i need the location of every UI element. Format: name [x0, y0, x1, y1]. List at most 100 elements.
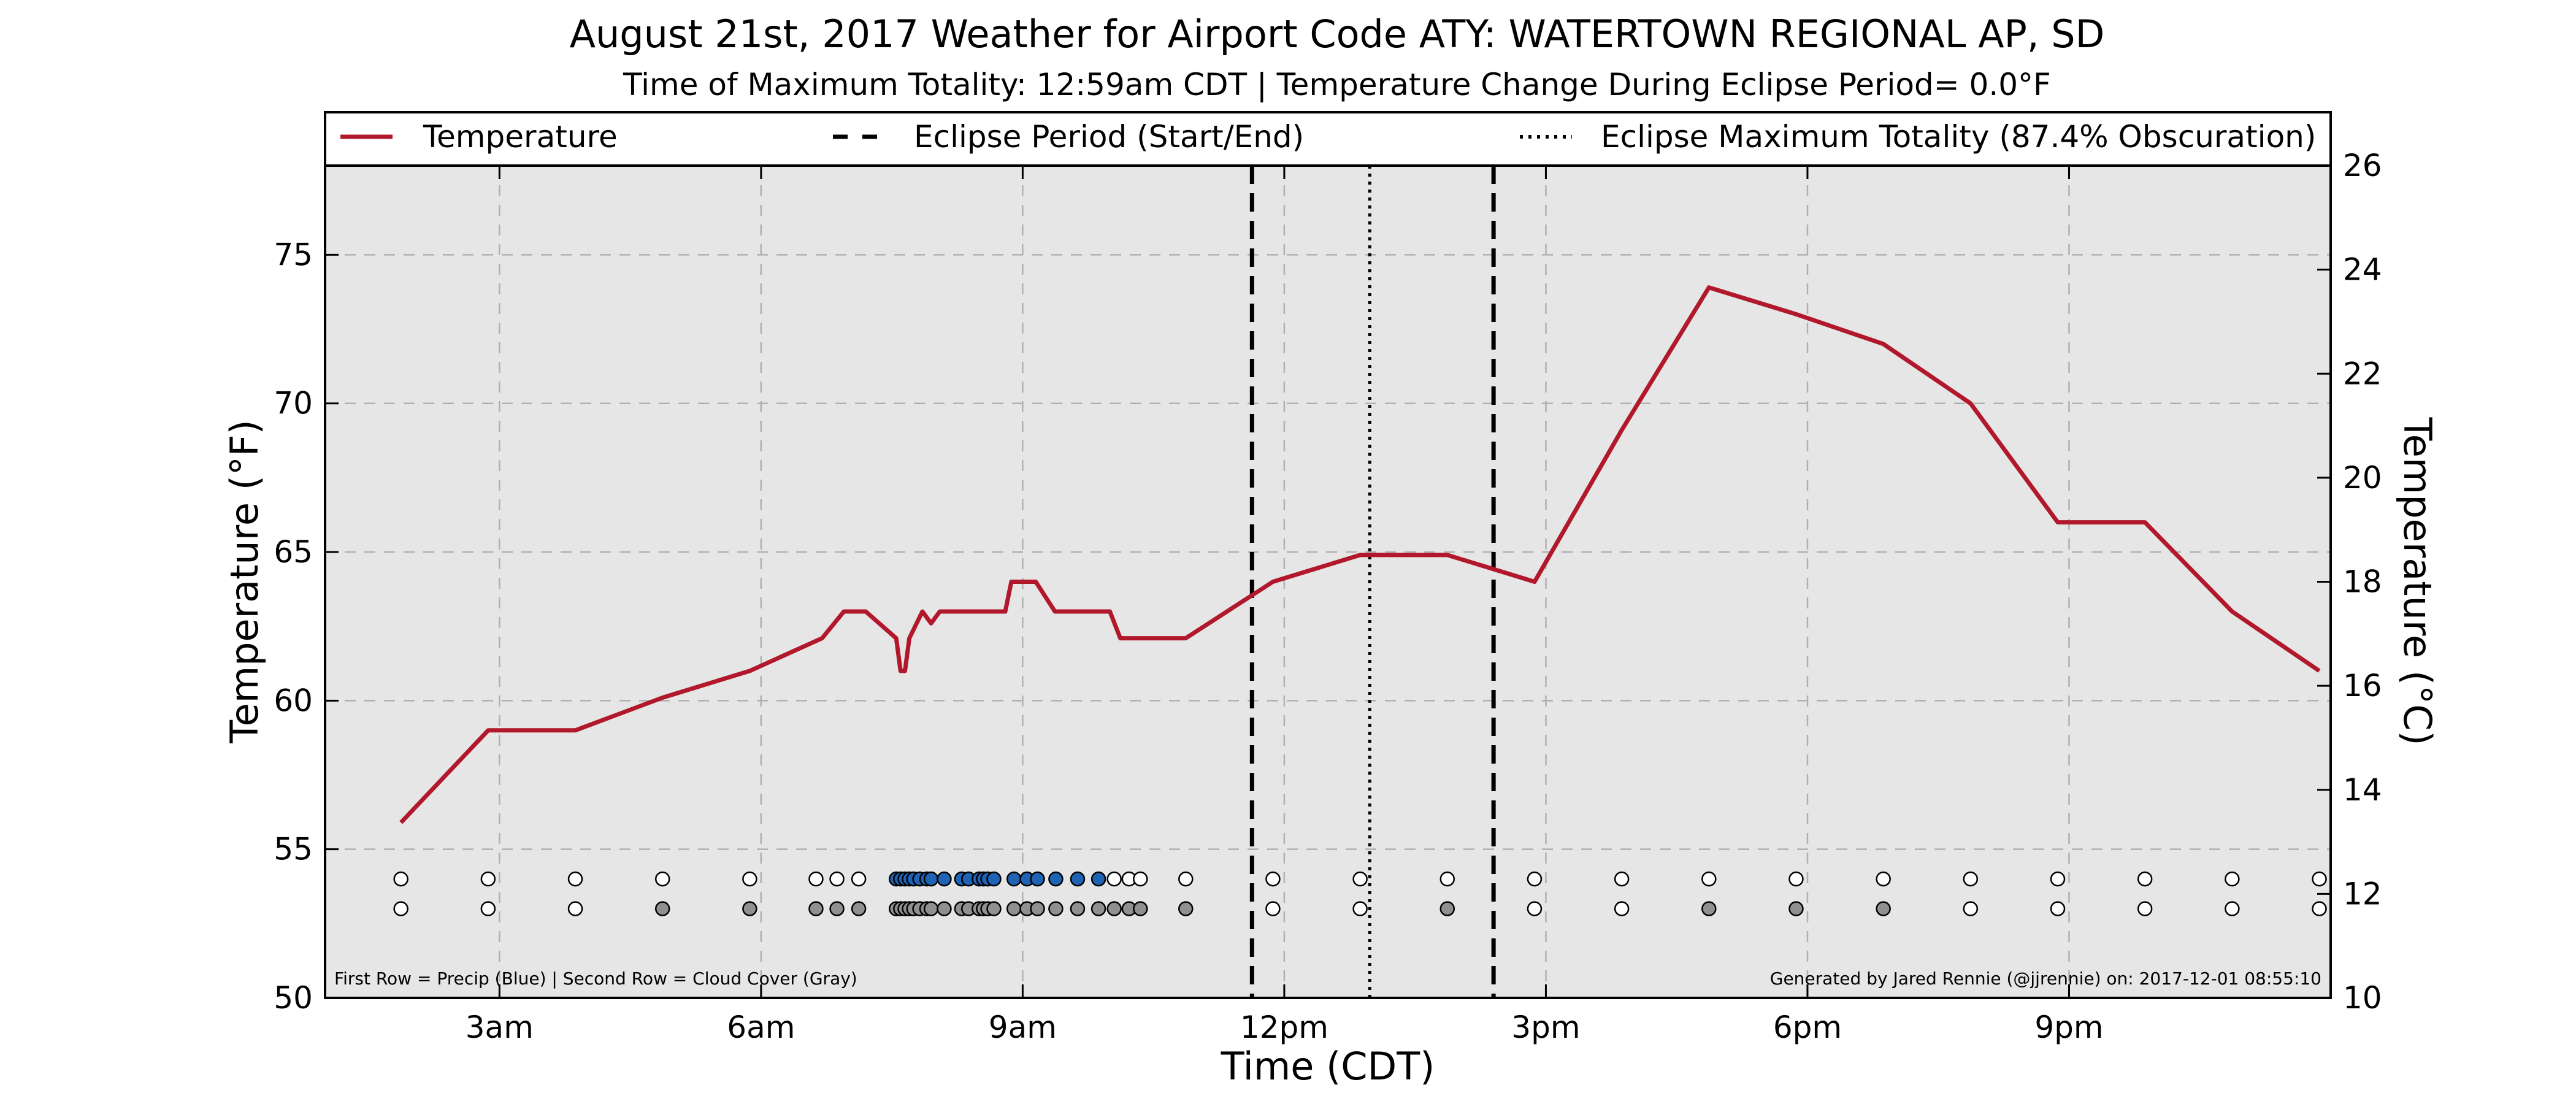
legend-box	[324, 111, 2332, 167]
y-right-tick-label: 14	[2343, 772, 2382, 808]
precip-marker	[937, 871, 952, 887]
precip-marker	[2050, 871, 2066, 887]
y-right-tick-label: 18	[2343, 564, 2382, 600]
cloud-cover-marker	[393, 901, 408, 916]
cloud-cover-marker	[2050, 901, 2066, 916]
cloud-cover-marker	[1133, 901, 1148, 916]
precip-marker	[742, 871, 757, 887]
precip-marker	[1701, 871, 1717, 887]
grid-lines	[325, 166, 2331, 998]
precip-marker	[654, 871, 670, 887]
precip-marker	[1106, 871, 1122, 887]
cloud-cover-marker	[2312, 901, 2327, 916]
y-tick-label: 60	[274, 683, 313, 718]
x-tick-label: 3am	[466, 1010, 534, 1045]
legend-label-eclipse-max: Eclipse Maximum Totality (87.4% Obscurat…	[1601, 119, 2316, 155]
precip-marker	[2312, 871, 2327, 887]
cloud-cover-marker	[923, 901, 939, 916]
precip-marker	[1048, 871, 1064, 887]
precip-marker	[480, 871, 496, 887]
cloud-cover-marker	[1030, 901, 1045, 916]
cloud-cover-marker	[1876, 901, 1891, 916]
observation-markers	[393, 871, 2327, 916]
cloud-cover-marker	[1070, 901, 1086, 916]
precip-marker	[393, 871, 408, 887]
y-tick-label: 50	[274, 980, 313, 1016]
x-tick-label: 9pm	[2034, 1010, 2103, 1045]
cloud-cover-marker	[1701, 901, 1717, 916]
cloud-cover-marker	[937, 901, 952, 916]
y-right-tick-label: 16	[2343, 668, 2382, 703]
precip-marker	[1876, 871, 1891, 887]
cloud-cover-marker	[1352, 901, 1368, 916]
precip-marker	[1178, 871, 1194, 887]
y-axis-left: 50 55 60 65 70 75	[274, 237, 339, 1016]
precip-marker	[1006, 871, 1022, 887]
y-right-tick-label: 12	[2343, 876, 2382, 911]
temperature-series	[399, 285, 2321, 824]
cloud-cover-marker	[1439, 901, 1455, 916]
cloud-cover-marker	[480, 901, 496, 916]
notes-left: First Row = Precip (Blue) | Second Row =…	[334, 968, 857, 989]
y-right-tick-label: 22	[2343, 356, 2382, 391]
y-right-tick-label: 24	[2343, 252, 2382, 288]
precip-marker	[2137, 871, 2153, 887]
precip-marker	[1352, 871, 1368, 887]
eclipse-lines	[1249, 166, 1496, 998]
cloud-cover-marker	[654, 901, 670, 916]
y-right-tick-label: 20	[2343, 460, 2382, 496]
cloud-cover-marker	[829, 901, 845, 916]
precip-marker	[1788, 871, 1804, 887]
cloud-cover-marker	[1963, 901, 1979, 916]
x-tick-label: 6am	[727, 1010, 795, 1045]
precip-marker	[1614, 871, 1630, 887]
y-tick-label: 55	[274, 832, 313, 867]
cloud-cover-marker	[986, 901, 1002, 916]
cloud-cover-marker	[808, 901, 824, 916]
y-tick-label: 65	[274, 534, 313, 570]
plot-area	[325, 166, 2331, 998]
cloud-cover-marker	[1106, 901, 1122, 916]
precip-marker	[1091, 871, 1106, 887]
precip-marker	[986, 871, 1002, 887]
precip-marker	[567, 871, 583, 887]
x-tick-label: 12pm	[1240, 1010, 1328, 1045]
precip-marker	[1527, 871, 1543, 887]
precip-marker	[851, 871, 867, 887]
cloud-cover-marker	[1265, 901, 1281, 916]
cloud-cover-marker	[2225, 901, 2240, 916]
y-right-tick-label: 26	[2343, 148, 2382, 183]
precip-marker	[923, 871, 939, 887]
cloud-cover-marker	[567, 901, 583, 916]
x-tick-label: 9am	[989, 1010, 1057, 1045]
precip-marker	[1963, 871, 1979, 887]
notes-right: Generated by Jared Rennie (@jjrennie) on…	[1770, 968, 2321, 989]
y-right-tick-label: 10	[2343, 980, 2382, 1016]
cloud-cover-marker	[1527, 901, 1543, 916]
chart-title: August 21st, 2017 Weather for Airport Co…	[570, 12, 2105, 56]
x-axis: 3am 6am 9am 12pm 3pm 6pm 9pm	[466, 166, 2104, 1045]
precip-marker	[1133, 871, 1148, 887]
chart-subtitle: Time of Maximum Totality: 12:59am CDT | …	[623, 67, 2051, 102]
x-tick-label: 3pm	[1511, 1010, 1580, 1045]
precip-marker	[829, 871, 845, 887]
y-tick-label: 70	[274, 386, 313, 421]
cloud-cover-marker	[2137, 901, 2153, 916]
x-tick-label: 6pm	[1773, 1010, 1842, 1045]
legend-label-eclipse-period: Eclipse Period (Start/End)	[914, 119, 1304, 155]
precip-marker	[2225, 871, 2240, 887]
cloud-cover-marker	[1614, 901, 1630, 916]
precip-marker	[1265, 871, 1281, 887]
cloud-cover-marker	[1091, 901, 1106, 916]
cloud-cover-marker	[1178, 901, 1194, 916]
x-axis-label: Time (CDT)	[1221, 1044, 1435, 1089]
cloud-cover-marker	[1788, 901, 1804, 916]
precip-marker	[1030, 871, 1045, 887]
y-tick-label: 75	[274, 237, 313, 272]
y-axis-label-left: Temperature (°F)	[222, 420, 267, 743]
cloud-cover-marker	[1006, 901, 1022, 916]
cloud-cover-marker	[742, 901, 757, 916]
precip-marker	[1439, 871, 1455, 887]
cloud-cover-marker	[851, 901, 867, 916]
